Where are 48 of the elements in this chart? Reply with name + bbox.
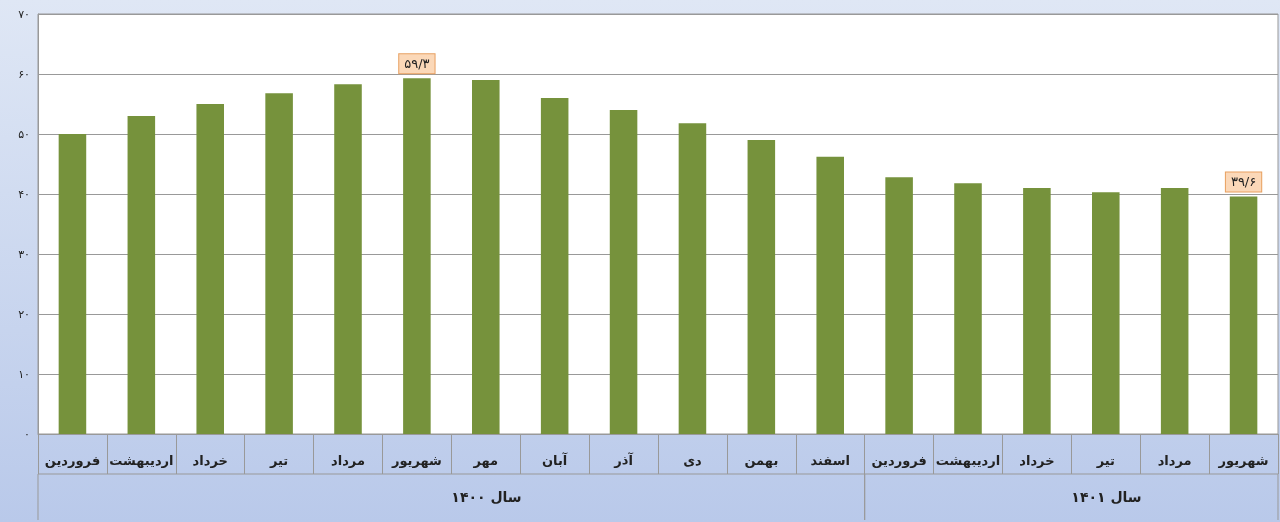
x-tick-label: اسفند	[810, 453, 850, 468]
x-tick-label: شهریور	[390, 453, 442, 468]
y-tick-label: ۷۰	[18, 7, 30, 21]
y-tick-label: ۵۰	[18, 127, 30, 141]
bar	[58, 134, 87, 434]
data-label: ۳۹/۶	[1230, 174, 1257, 190]
bar	[678, 123, 707, 434]
x-tick-label: خرداد	[1019, 453, 1055, 468]
x-tick-label: مهر	[472, 453, 499, 468]
bar	[1092, 192, 1120, 434]
text: سال ۱۴۰۱	[1071, 489, 1142, 505]
x-tick-label: آذر	[613, 452, 634, 468]
x-tick-label: تیر	[1095, 453, 1115, 468]
data-label: ۵۹/۳	[404, 56, 430, 72]
bar	[540, 98, 569, 434]
y-tick-label: ۲۰	[18, 307, 30, 321]
x-tick-label: تیر	[268, 453, 289, 468]
text: سال ۱۴۰۰	[451, 489, 522, 505]
x-tick-label: دی	[683, 453, 703, 468]
bar	[747, 140, 776, 434]
x-tick-label: اردیبهشت	[935, 453, 1001, 468]
bar	[265, 93, 293, 434]
bar	[403, 78, 431, 434]
bar	[1023, 188, 1051, 434]
x-tick-label: مرداد	[331, 453, 365, 468]
x-tick-label: اردیبهشت	[109, 453, 174, 468]
x-tick-label: آبان	[542, 452, 568, 468]
bar	[127, 116, 156, 434]
bar	[885, 177, 913, 434]
bar	[1160, 188, 1189, 434]
y-tick-label: ۳۰	[18, 247, 30, 261]
bar	[609, 110, 638, 434]
bar	[1229, 196, 1258, 434]
x-tick-label: فروردین	[44, 453, 101, 468]
x-tick-label: فروردین	[871, 453, 927, 468]
bar	[334, 84, 362, 434]
bar	[472, 80, 500, 434]
y-tick-label: ۴۰	[18, 187, 30, 201]
x-tick-label: شهریور	[1217, 453, 1269, 468]
x-tick-label: خرداد	[192, 453, 228, 468]
x-tick-label: بهمن	[744, 453, 779, 468]
x-tick-label: مرداد	[1157, 453, 1192, 468]
y-tick-label: ۶۰	[18, 67, 30, 81]
y-tick-label: ۱۰	[18, 367, 30, 381]
y-tick-label: ۰	[24, 427, 30, 441]
bar	[196, 104, 224, 434]
bar	[954, 183, 982, 434]
bar	[816, 156, 844, 434]
